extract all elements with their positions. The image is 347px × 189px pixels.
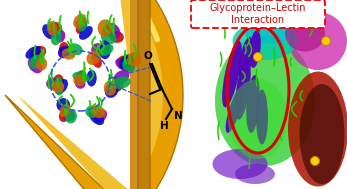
Ellipse shape xyxy=(115,59,128,70)
Ellipse shape xyxy=(89,106,101,119)
Ellipse shape xyxy=(94,109,107,122)
Ellipse shape xyxy=(51,81,64,93)
Ellipse shape xyxy=(110,31,124,43)
Ellipse shape xyxy=(36,57,47,71)
Ellipse shape xyxy=(215,36,315,166)
Ellipse shape xyxy=(99,40,111,59)
Ellipse shape xyxy=(226,85,244,133)
Ellipse shape xyxy=(299,84,345,184)
Ellipse shape xyxy=(46,78,61,90)
Ellipse shape xyxy=(285,16,325,52)
Ellipse shape xyxy=(75,77,85,89)
Ellipse shape xyxy=(42,24,55,39)
Ellipse shape xyxy=(28,57,43,73)
Ellipse shape xyxy=(289,12,347,70)
Ellipse shape xyxy=(222,41,242,107)
Ellipse shape xyxy=(105,82,119,98)
Ellipse shape xyxy=(86,50,100,65)
Ellipse shape xyxy=(249,30,261,68)
Ellipse shape xyxy=(85,106,99,118)
Ellipse shape xyxy=(73,14,86,28)
Ellipse shape xyxy=(59,110,69,122)
Circle shape xyxy=(321,36,330,46)
Ellipse shape xyxy=(79,26,93,40)
Ellipse shape xyxy=(30,46,46,60)
Polygon shape xyxy=(130,0,138,189)
Circle shape xyxy=(311,156,320,166)
Text: O: O xyxy=(144,51,152,61)
Ellipse shape xyxy=(89,109,104,125)
Ellipse shape xyxy=(76,19,86,34)
Ellipse shape xyxy=(103,25,114,37)
Ellipse shape xyxy=(73,74,85,86)
Polygon shape xyxy=(5,0,183,189)
Ellipse shape xyxy=(119,54,134,69)
Ellipse shape xyxy=(72,72,90,82)
Ellipse shape xyxy=(235,58,251,120)
Ellipse shape xyxy=(47,21,57,36)
Ellipse shape xyxy=(29,55,42,69)
Ellipse shape xyxy=(65,109,77,124)
Ellipse shape xyxy=(51,30,62,45)
Ellipse shape xyxy=(256,90,268,145)
Ellipse shape xyxy=(60,104,70,117)
Ellipse shape xyxy=(54,77,64,96)
Ellipse shape xyxy=(246,75,260,133)
Ellipse shape xyxy=(239,37,253,81)
Ellipse shape xyxy=(235,164,275,184)
Ellipse shape xyxy=(77,17,87,32)
Ellipse shape xyxy=(228,79,288,159)
FancyBboxPatch shape xyxy=(191,0,325,28)
Text: H: H xyxy=(160,121,168,131)
Ellipse shape xyxy=(75,20,87,29)
Ellipse shape xyxy=(111,76,124,92)
Ellipse shape xyxy=(62,46,72,56)
Ellipse shape xyxy=(59,42,69,57)
Polygon shape xyxy=(138,0,150,189)
Ellipse shape xyxy=(113,70,129,84)
Ellipse shape xyxy=(98,19,112,37)
Ellipse shape xyxy=(212,149,268,179)
Ellipse shape xyxy=(101,30,117,44)
Ellipse shape xyxy=(104,81,116,96)
Ellipse shape xyxy=(62,109,75,121)
Ellipse shape xyxy=(127,52,142,67)
Ellipse shape xyxy=(57,98,70,112)
Ellipse shape xyxy=(25,46,41,59)
Ellipse shape xyxy=(245,19,295,43)
Ellipse shape xyxy=(112,76,131,89)
Ellipse shape xyxy=(56,30,65,43)
Ellipse shape xyxy=(74,70,86,85)
Ellipse shape xyxy=(62,48,75,60)
Text: N: N xyxy=(174,111,183,121)
Text: Glycoprotein–Lectin
Interaction: Glycoprotein–Lectin Interaction xyxy=(210,3,306,25)
Ellipse shape xyxy=(58,46,69,58)
Ellipse shape xyxy=(122,59,135,73)
Ellipse shape xyxy=(91,53,102,68)
Ellipse shape xyxy=(55,79,68,94)
Polygon shape xyxy=(17,0,163,189)
Circle shape xyxy=(254,53,262,61)
Ellipse shape xyxy=(105,23,120,39)
Ellipse shape xyxy=(232,22,297,60)
Ellipse shape xyxy=(86,70,97,87)
Ellipse shape xyxy=(117,56,135,71)
Ellipse shape xyxy=(99,44,113,56)
Ellipse shape xyxy=(68,43,83,55)
Ellipse shape xyxy=(52,74,64,91)
Ellipse shape xyxy=(288,71,347,187)
Ellipse shape xyxy=(91,105,105,118)
Ellipse shape xyxy=(49,22,62,34)
Ellipse shape xyxy=(91,43,103,56)
